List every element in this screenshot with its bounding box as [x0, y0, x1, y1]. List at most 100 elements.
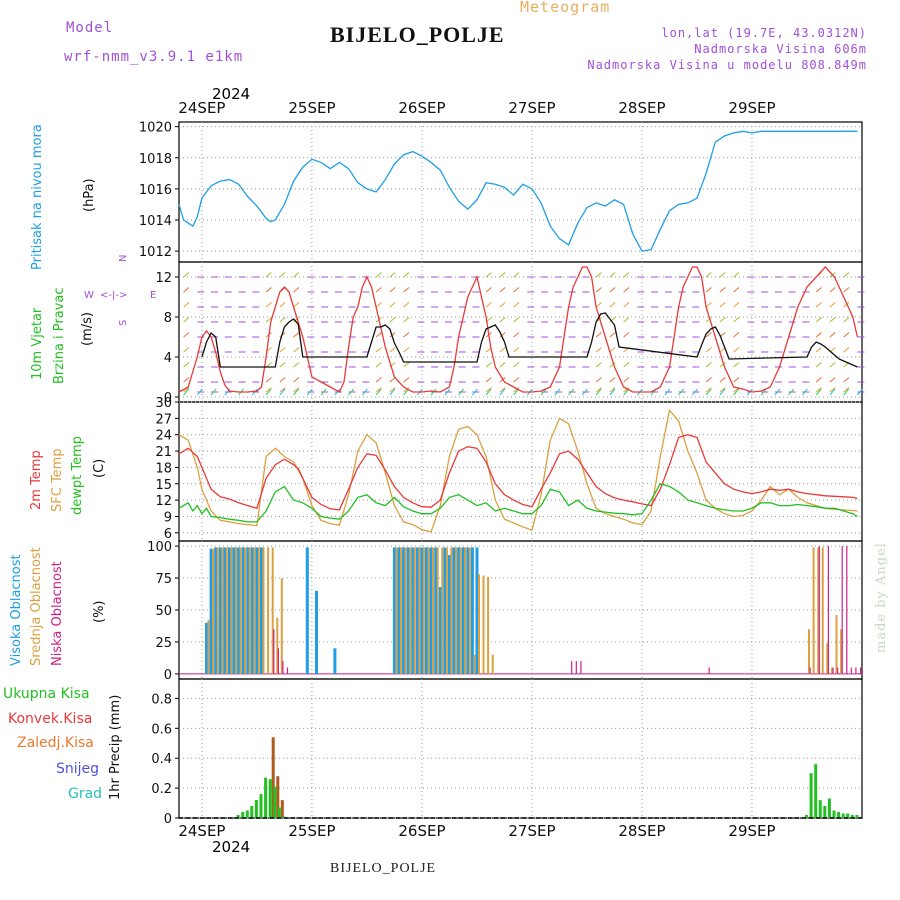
wind-barb [829, 387, 836, 393]
wind-barb [609, 347, 616, 353]
mid-cloud-bar [450, 547, 453, 674]
wind-barb [609, 377, 616, 383]
wind-arrow-low [196, 388, 203, 396]
low-cloud-bar [286, 667, 289, 674]
wind-barb [733, 317, 740, 323]
top-day-label-1: 25SEP [288, 99, 335, 117]
wind-arrow-low [678, 388, 685, 396]
wind-barb [815, 387, 822, 393]
high-cloud-bar [205, 622, 208, 674]
wind-barb [403, 317, 410, 323]
wind-arrow-low [554, 388, 561, 396]
high-cloud-bar [250, 547, 254, 674]
mid-cloud-bar [400, 547, 402, 674]
low-cloud-bar [809, 667, 811, 674]
wind-arrow-low [348, 388, 354, 396]
mid-cloud-bar [817, 547, 820, 674]
wind-barb [183, 302, 190, 308]
watermark: made by Angel [874, 542, 889, 653]
wind-barb [705, 302, 712, 308]
wind-barb [815, 332, 822, 338]
wind-barb [705, 317, 712, 323]
mid-cloud-bar [487, 576, 490, 674]
ytick-label-2-8: 30 [155, 396, 172, 411]
ytick-label-2-6: 24 [155, 429, 172, 444]
wind-barb [623, 377, 630, 383]
high-cloud-bar [425, 547, 428, 674]
wind-barb [719, 302, 726, 308]
wind-barb [403, 387, 410, 393]
mid-cloud-bar [395, 547, 398, 674]
high-cloud-bar [255, 547, 259, 674]
mid-cloud-bar [244, 547, 247, 674]
wind-barb [609, 362, 616, 368]
wind-barb [843, 387, 850, 393]
wind-barb [815, 287, 822, 293]
low-cloud-bar [841, 546, 843, 674]
ytick-label-1-3: 12 [155, 271, 172, 286]
total-rain-bar [254, 800, 258, 818]
wind-arrow-low [183, 388, 189, 396]
mid-cloud-bar [455, 547, 457, 674]
wind-barb [265, 302, 272, 308]
wind-barb [733, 287, 740, 293]
wind-barb [595, 377, 602, 383]
wind-barb [183, 287, 190, 293]
wind-arrow-low [581, 388, 588, 396]
wind-barb [705, 272, 712, 278]
high-cloud-bar [452, 547, 456, 674]
high-cloud-bar [315, 590, 318, 674]
mid-cloud-bar [808, 629, 810, 674]
mid-cloud-bar [473, 654, 476, 674]
wind-barb [183, 332, 190, 338]
mid-cloud-bar [436, 547, 439, 674]
wind-barb [293, 332, 300, 338]
wind-barb [595, 332, 602, 338]
ytick-label-0-1: 1014 [139, 214, 172, 229]
wind-barb [279, 272, 286, 278]
wind-barb [595, 362, 602, 368]
wind-barb [389, 332, 396, 338]
wind-barb [843, 377, 850, 383]
ytick-label-2-0: 6 [164, 527, 172, 542]
wind-arrow-low [664, 388, 671, 396]
temp-2m-line [178, 434, 858, 511]
high-cloud-bar [438, 587, 442, 674]
wind-barb [183, 347, 190, 353]
wind-barb [595, 272, 602, 278]
total-rain-bar [805, 815, 808, 818]
wind-barb [293, 317, 300, 323]
high-cloud-bar [475, 547, 479, 674]
bottom-day-label-0: 24SEP [178, 822, 225, 840]
high-cloud-bar [223, 547, 227, 674]
wind-arrow-low [361, 388, 368, 396]
ytick-label-4-0: 0 [164, 812, 172, 827]
wind-barb [499, 332, 506, 338]
temp2m-label: 2m Temp [29, 450, 44, 510]
compass-s-label: S [118, 319, 129, 326]
total-rain-bar [841, 813, 845, 818]
wind-barb [279, 377, 286, 383]
wind-barb [623, 272, 630, 278]
wind-barb [705, 377, 712, 383]
wind-barb [815, 302, 822, 308]
wind-arrow-low [815, 388, 822, 396]
ytick-label-1-1: 4 [164, 351, 172, 366]
bottom-day-label-2: 26SEP [398, 822, 445, 840]
mid-cloud-bar [404, 547, 407, 674]
mid-cloud-bar [276, 617, 279, 674]
high-cloud-bar [246, 547, 250, 674]
low-cloud-bar [571, 661, 573, 674]
compass-w-label: W [84, 290, 94, 301]
wind-barb [375, 332, 382, 338]
high-cloud-bar [457, 547, 461, 674]
high-cloud-bar [447, 555, 451, 674]
legend-convective-rain: Konvek.Kisa [8, 711, 93, 727]
wind-barb [293, 377, 300, 383]
wind-barb [265, 387, 272, 393]
wind-unit: (m/s) [80, 312, 95, 346]
wind-barb [513, 272, 520, 278]
high-cloud-bar [429, 547, 433, 674]
ytick-label-0-4: 1020 [139, 121, 172, 136]
wind-barb [719, 272, 726, 278]
